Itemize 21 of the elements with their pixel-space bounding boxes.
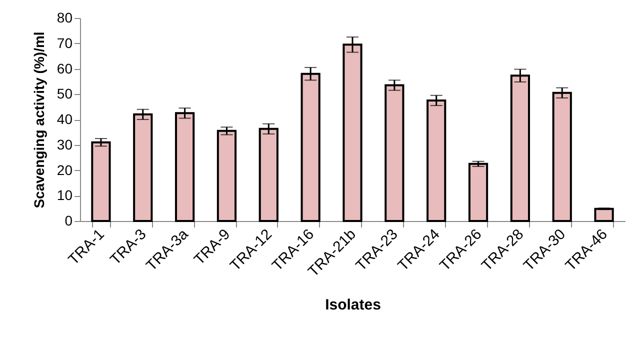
bar [175, 112, 195, 222]
bar [133, 113, 153, 222]
y-tick-label: 20 [56, 162, 73, 178]
y-axis-title: Scavenging activity (%)/ml [30, 32, 47, 208]
bar [258, 128, 278, 222]
y-tick-label: 80 [56, 10, 73, 26]
bar [216, 130, 237, 222]
bar [552, 92, 572, 222]
y-tick-label: 0 [64, 212, 73, 228]
y-tick-label: 50 [56, 86, 73, 102]
x-axis-title: Isolates [325, 296, 381, 314]
bar [468, 162, 488, 222]
y-tick-label: 70 [56, 34, 73, 51]
y-tick-label: 40 [56, 111, 73, 127]
bar [426, 99, 446, 222]
bar [384, 84, 404, 222]
bar [594, 208, 614, 222]
y-tick-label: 60 [56, 60, 73, 76]
y-tick-label: 10 [56, 187, 73, 204]
bar [91, 141, 111, 222]
y-tick-label: 30 [56, 136, 73, 152]
